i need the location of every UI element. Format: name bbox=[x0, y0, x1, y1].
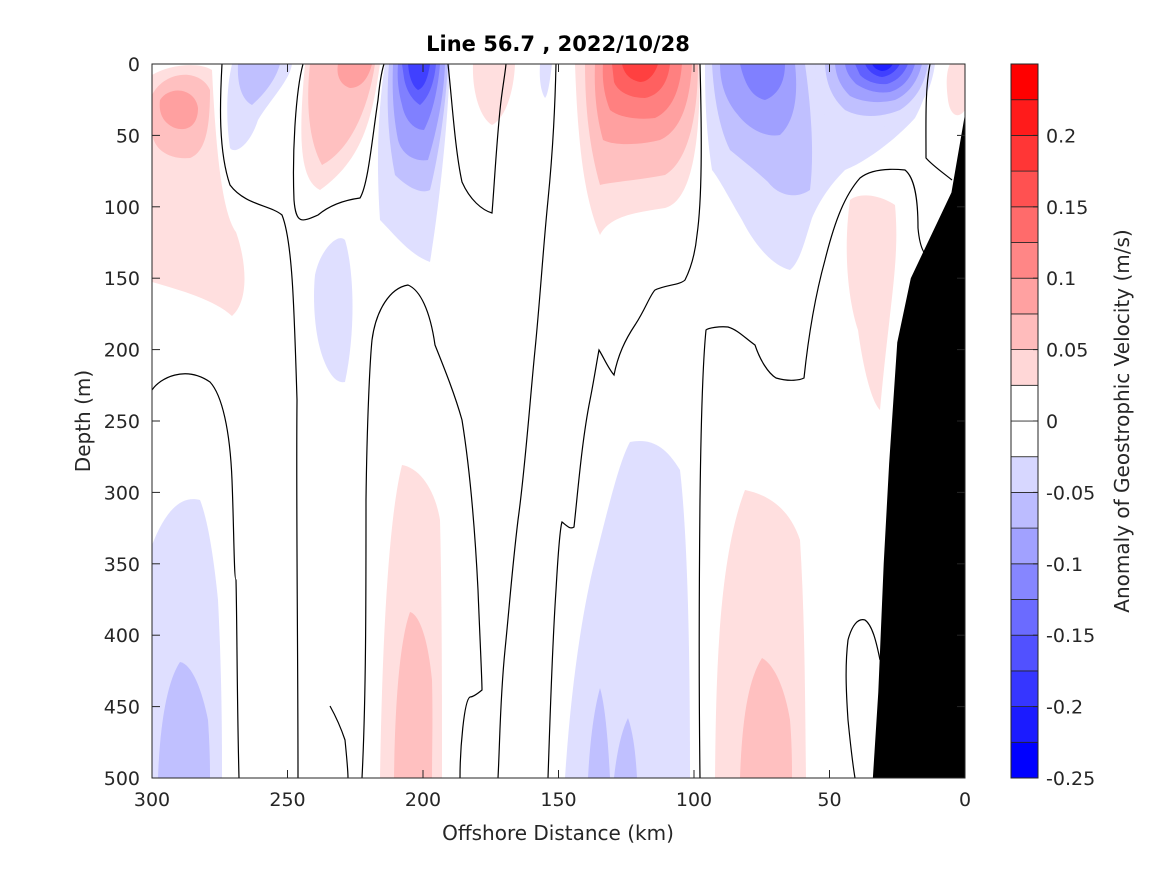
y-tick-label: 0 bbox=[128, 54, 140, 76]
x-axis-label: Offshore Distance (km) bbox=[442, 821, 674, 845]
zero-contour bbox=[497, 64, 557, 778]
colorbar-segment bbox=[1010, 206, 1039, 243]
colorbar-segment bbox=[1010, 527, 1039, 565]
colorbar-tick-label: -0.25 bbox=[1046, 768, 1095, 790]
colorbar-segment bbox=[1010, 99, 1039, 136]
x-axis: 300 250 200 150 100 50 0 bbox=[134, 64, 971, 811]
contour-fill-neg bbox=[539, 64, 552, 98]
contour-fill-pos bbox=[846, 195, 897, 410]
colorbar-segment bbox=[1010, 63, 1039, 101]
colorbar-segment bbox=[1010, 242, 1039, 279]
x-tick-label: 100 bbox=[676, 789, 712, 811]
colorbar-tick-label: -0.1 bbox=[1046, 554, 1083, 576]
x-tick-label: 150 bbox=[540, 789, 576, 811]
colorbar bbox=[1010, 63, 1039, 779]
contour-fill-pos bbox=[622, 64, 658, 82]
contour-fill-pos bbox=[308, 64, 375, 165]
colorbar-segment bbox=[1010, 741, 1039, 779]
x-tick-label: 300 bbox=[134, 789, 170, 811]
zero-contour bbox=[547, 64, 702, 778]
zero-contour bbox=[292, 64, 385, 221]
zero-contour bbox=[845, 619, 881, 778]
contour-fill-neg bbox=[158, 662, 210, 778]
colorbar-segment bbox=[1010, 634, 1039, 672]
zero-contour bbox=[152, 373, 240, 778]
contour-fill-pos bbox=[946, 64, 965, 116]
contour-fill-neg bbox=[740, 64, 785, 100]
zero-contour bbox=[329, 705, 349, 778]
zero-contour bbox=[698, 168, 936, 778]
contour-fill-neg bbox=[872, 64, 893, 71]
zero-contour bbox=[925, 64, 953, 181]
y-tick-label: 400 bbox=[104, 625, 140, 647]
contour-fill-pos bbox=[394, 612, 433, 778]
contour-fill-neg bbox=[614, 718, 637, 778]
colorbar-segment bbox=[1010, 456, 1039, 493]
contour-fill-neg bbox=[565, 440, 690, 778]
y-tick-label: 450 bbox=[104, 697, 140, 719]
colorbar-segment bbox=[1010, 670, 1039, 708]
zero-contour bbox=[447, 64, 507, 214]
colorbar-segment bbox=[1010, 384, 1039, 422]
contour-fill-pos bbox=[159, 90, 198, 130]
x-tick-label: 50 bbox=[817, 789, 841, 811]
zero-contour bbox=[219, 64, 299, 778]
colorbar-axis: 0.2 0.15 0.1 0.05 0 -0.05 -0.1 -0.15 -0.2 -0.25 bbox=[1033, 125, 1095, 790]
contour-fill-neg bbox=[408, 64, 430, 90]
x-tick-label: 200 bbox=[405, 789, 441, 811]
colorbar-tick-label: -0.2 bbox=[1046, 697, 1083, 719]
colorbar-segment bbox=[1010, 491, 1039, 529]
chart-title: Line 56.7 , 2022/10/28 bbox=[426, 32, 690, 56]
bathymetry-mask bbox=[872, 113, 965, 779]
contour-fill-neg bbox=[314, 238, 353, 383]
contour-fill-neg bbox=[588, 688, 610, 778]
colorbar-segment bbox=[1010, 313, 1039, 350]
zero-contour bbox=[361, 284, 483, 778]
x-tick-label: 0 bbox=[959, 789, 971, 811]
colorbar-tick-label: 0.1 bbox=[1046, 268, 1076, 290]
colorbar-label: Anomaly of Geostrophic Velocity (m/s) bbox=[1110, 229, 1134, 612]
y-tick-label: 200 bbox=[104, 340, 140, 362]
colorbar-segment bbox=[1010, 134, 1039, 172]
y-axis-label: Depth (m) bbox=[71, 370, 95, 472]
x-tick-label: 250 bbox=[269, 789, 305, 811]
colorbar-tick-label: 0.05 bbox=[1046, 340, 1088, 362]
colorbar-segment bbox=[1010, 349, 1039, 386]
y-tick-label: 50 bbox=[116, 125, 140, 147]
colorbar-segment bbox=[1010, 170, 1039, 208]
colorbar-segment bbox=[1010, 706, 1039, 743]
colorbar-segment bbox=[1010, 563, 1039, 600]
colorbar-segment bbox=[1010, 420, 1039, 458]
y-axis: 0 50 100 150 200 250 300 350 400 450 500 bbox=[104, 54, 965, 790]
y-tick-label: 350 bbox=[104, 554, 140, 576]
y-tick-label: 150 bbox=[104, 268, 140, 290]
zero-contour-lines bbox=[152, 64, 953, 778]
colorbar-segment bbox=[1010, 599, 1039, 636]
colorbar-tick-label: 0.15 bbox=[1046, 197, 1088, 219]
contour-fill-pos bbox=[740, 658, 792, 778]
y-tick-label: 300 bbox=[104, 482, 140, 504]
contour-fill-neg bbox=[237, 64, 280, 105]
contour-fill-pos bbox=[337, 64, 372, 88]
colorbar-tick-label: -0.05 bbox=[1046, 482, 1095, 504]
colorbar-tick-label: 0.2 bbox=[1046, 125, 1076, 147]
colorbar-tick-label: -0.15 bbox=[1046, 625, 1095, 647]
y-tick-label: 100 bbox=[104, 197, 140, 219]
colorbar-tick-label: 0 bbox=[1046, 411, 1058, 433]
y-tick-label: 250 bbox=[104, 411, 140, 433]
colorbar-segment bbox=[1010, 277, 1039, 315]
y-tick-label: 500 bbox=[104, 768, 140, 790]
